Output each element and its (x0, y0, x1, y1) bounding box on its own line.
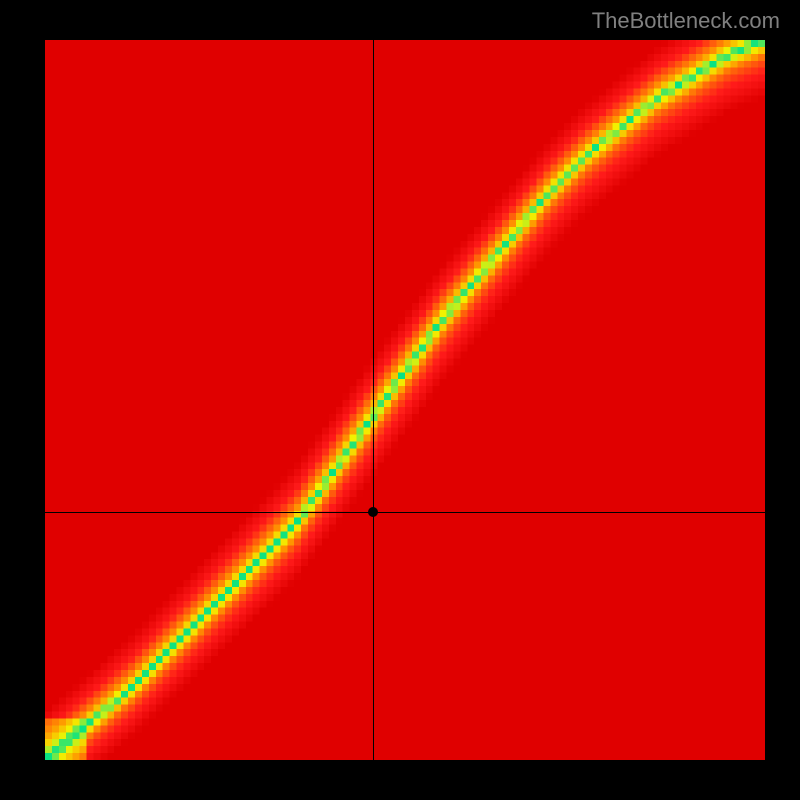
crosshair-horizontal (45, 512, 765, 513)
marker-dot (368, 507, 378, 517)
plot-area (45, 40, 765, 760)
watermark-text: TheBottleneck.com (592, 8, 780, 34)
heatmap-canvas (45, 40, 765, 760)
crosshair-vertical (373, 40, 374, 760)
